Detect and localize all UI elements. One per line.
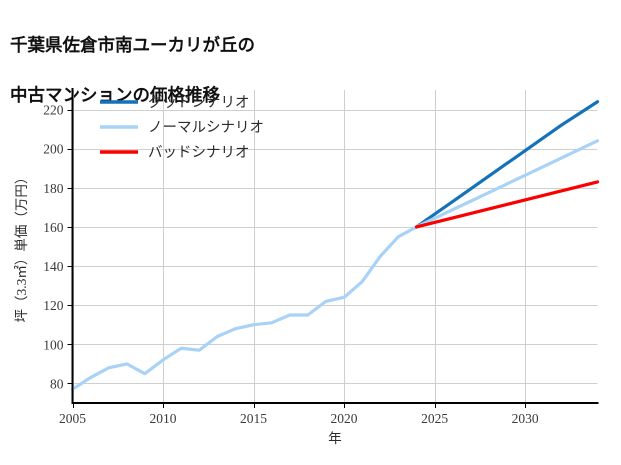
y-tick-label: 220: [43, 103, 64, 118]
series-line-バッドシナリオ: [414, 180, 600, 229]
y-axis-title: 坪（3.3㎡）単価（万円）: [14, 171, 29, 323]
y-tick-label: 160: [43, 220, 64, 235]
tick-labels-group: 80 100 120 140 160 180 200 220 2005 2010 2015 2020 2…: [43, 103, 539, 426]
x-tick-label: 2020: [331, 411, 358, 426]
y-tick-label: 80: [50, 376, 64, 391]
series-group: [70, 100, 600, 391]
x-tick-label: 2010: [150, 411, 177, 426]
y-tick-label: 120: [43, 298, 64, 313]
chart-title-line-1: 千葉県佐倉市南ユーカリが丘の: [10, 34, 255, 55]
gridlines-group: [72, 90, 598, 403]
chart-title-line-2: 中古マンションの価格推移: [10, 84, 220, 105]
x-tick-label: 2005: [59, 411, 86, 426]
axis-titles-group: 年 坪（3.3㎡）単価（万円）: [14, 171, 342, 446]
y-tick-label: 100: [43, 337, 64, 352]
legend-label-2: バッドシナリオ: [148, 145, 250, 161]
series-line-ノーマルシナリオ: [70, 139, 600, 391]
y-tick-label: 200: [43, 142, 64, 157]
series-line-グッドシナリオ: [414, 100, 600, 229]
chart-title: 千葉県佐倉市南ユーカリが丘の 中古マンションの価格推移: [10, 8, 490, 107]
x-axis-title: 年: [328, 431, 342, 446]
x-tick-label: 2015: [240, 411, 267, 426]
x-tick-label: 2030: [512, 411, 539, 426]
legend-label-0: グッドシナリオ: [148, 94, 250, 111]
y-tick-label: 180: [43, 181, 64, 196]
y-tick-label: 140: [43, 259, 64, 274]
legend-label-1: ノーマルシナリオ: [148, 120, 264, 136]
x-tick-label: 2025: [421, 411, 448, 426]
axes-group: [67, 88, 599, 408]
